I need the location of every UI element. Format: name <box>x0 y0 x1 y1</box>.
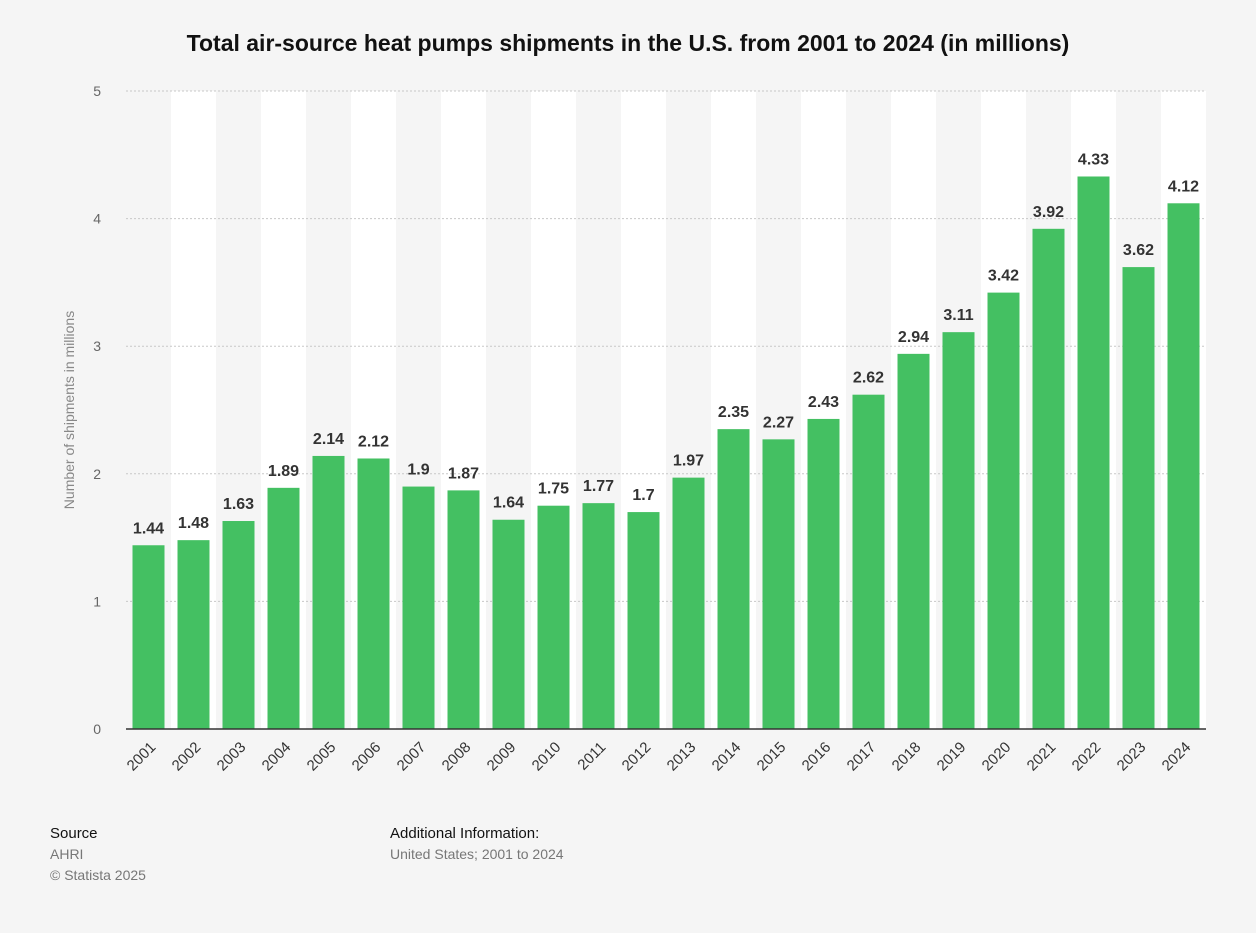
y-tick-label: 5 <box>93 83 101 99</box>
x-tick-label-2024: 2024 <box>1159 739 1195 775</box>
y-tick-label: 2 <box>93 466 101 482</box>
y-axis-label: Number of shipments in millions <box>61 311 77 509</box>
bar-2011[interactable] <box>582 503 615 729</box>
x-tick-label-2010: 2010 <box>529 739 565 775</box>
bar-2021[interactable] <box>1032 228 1065 730</box>
x-tick-label-2020: 2020 <box>979 739 1015 775</box>
bar-2012[interactable] <box>627 512 660 729</box>
value-label-2019: 3.11 <box>943 307 973 324</box>
source-value[interactable]: AHRI <box>50 846 84 862</box>
bar-2024[interactable] <box>1167 203 1200 730</box>
value-labels: 1.44 1.48 1.63 1.89 2.14 2.12 1.9 1.87 1.64 1.75 1… <box>133 151 1199 537</box>
x-tick-label-2004: 2004 <box>259 739 295 775</box>
x-tick-label-2015: 2015 <box>754 739 790 775</box>
bar-2006[interactable] <box>357 458 390 729</box>
value-label-2024: 4.12 <box>1168 178 1199 195</box>
source-block: Source AHRI © Statista 2025 <box>50 823 146 886</box>
value-label-2007: 1.9 <box>407 462 429 479</box>
gridlines <box>126 90 1206 602</box>
x-tick-label-2005: 2005 <box>304 739 340 775</box>
value-label-2009: 1.64 <box>493 495 524 512</box>
x-tick-label-2016: 2016 <box>799 739 835 775</box>
y-tick-label: 0 <box>93 721 101 737</box>
x-tick-label-2002: 2002 <box>169 739 205 775</box>
x-tick-label-2018: 2018 <box>889 739 925 775</box>
x-axis-ticks: 2001 2002 2003 2004 2005 2006 2007 2008 2009 2010… <box>124 739 1195 775</box>
bar-2013[interactable] <box>672 477 705 729</box>
bar-2018[interactable] <box>897 353 930 729</box>
value-label-2017: 2.62 <box>853 370 884 387</box>
value-label-2016: 2.43 <box>808 394 839 411</box>
value-label-2013: 1.97 <box>673 453 704 470</box>
value-label-2018: 2.94 <box>898 329 929 346</box>
x-tick-label-2022: 2022 <box>1069 739 1105 775</box>
value-label-2010: 1.75 <box>538 481 569 498</box>
x-tick-label-2021: 2021 <box>1024 739 1060 775</box>
x-tick-label-2001: 2001 <box>124 739 160 775</box>
x-tick-label-2013: 2013 <box>664 739 700 775</box>
bar-2004[interactable] <box>267 487 300 729</box>
bar-2020[interactable] <box>987 292 1020 729</box>
value-label-2022: 4.33 <box>1078 151 1109 168</box>
bar-2015[interactable] <box>762 439 795 729</box>
value-label-2012: 1.7 <box>632 487 654 504</box>
bar-2003[interactable] <box>222 521 255 729</box>
source-label: Source <box>50 825 98 842</box>
x-tick-label-2008: 2008 <box>439 739 475 775</box>
x-tick-label-2007: 2007 <box>394 739 430 775</box>
x-tick-label-2003: 2003 <box>214 739 250 775</box>
bar-2017[interactable] <box>852 394 885 729</box>
value-label-2005: 2.14 <box>313 431 344 448</box>
bar-2016[interactable] <box>807 418 840 729</box>
bars <box>132 176 1200 730</box>
bar-2022[interactable] <box>1077 176 1110 729</box>
x-tick-label-2017: 2017 <box>844 739 880 775</box>
value-label-2003: 1.63 <box>223 496 254 513</box>
additional-info-label: Additional Information: <box>390 825 540 842</box>
bar-2007[interactable] <box>402 486 435 729</box>
y-tick-label: 3 <box>93 338 101 354</box>
x-tick-label-2006: 2006 <box>349 739 385 775</box>
value-label-2002: 1.48 <box>178 515 209 532</box>
x-tick-label-2012: 2012 <box>619 739 655 775</box>
value-label-2001: 1.44 <box>133 520 164 537</box>
value-label-2011: 1.77 <box>583 478 614 495</box>
x-tick-label-2023: 2023 <box>1114 739 1150 775</box>
bar-2010[interactable] <box>537 505 570 729</box>
value-label-2008: 1.87 <box>448 465 479 482</box>
bar-2014[interactable] <box>717 429 750 729</box>
value-label-2014: 2.35 <box>718 404 749 421</box>
bar-2023[interactable] <box>1122 267 1155 729</box>
y-tick-label: 4 <box>93 211 101 227</box>
value-label-2023: 3.62 <box>1123 242 1154 259</box>
value-label-2015: 2.27 <box>763 414 794 431</box>
y-axis-ticks: 0 1 2 3 4 5 <box>93 83 101 737</box>
value-label-2006: 2.12 <box>358 433 389 450</box>
bar-2008[interactable] <box>447 490 480 729</box>
x-tick-label-2009: 2009 <box>484 739 520 775</box>
bar-2001[interactable] <box>132 545 165 729</box>
chart-title: Total air-source heat pumps shipments in… <box>186 30 1070 56</box>
x-tick-label-2014: 2014 <box>709 739 745 775</box>
value-label-2021: 3.92 <box>1033 204 1064 221</box>
value-label-2004: 1.89 <box>268 463 299 480</box>
additional-info-block: Additional Information: United States; 2… <box>390 823 564 865</box>
y-tick-label: 1 <box>93 593 101 609</box>
x-tick-label-2011: 2011 <box>574 739 609 774</box>
x-tick-label-2019: 2019 <box>934 739 970 775</box>
bar-2002[interactable] <box>177 540 210 729</box>
additional-info-value: United States; 2001 to 2024 <box>390 846 564 862</box>
bar-2019[interactable] <box>942 332 975 729</box>
bar-2005[interactable] <box>312 455 345 729</box>
value-label-2020: 3.42 <box>988 268 1019 285</box>
bar-2009[interactable] <box>492 519 525 729</box>
copyright: © Statista 2025 <box>50 867 146 883</box>
